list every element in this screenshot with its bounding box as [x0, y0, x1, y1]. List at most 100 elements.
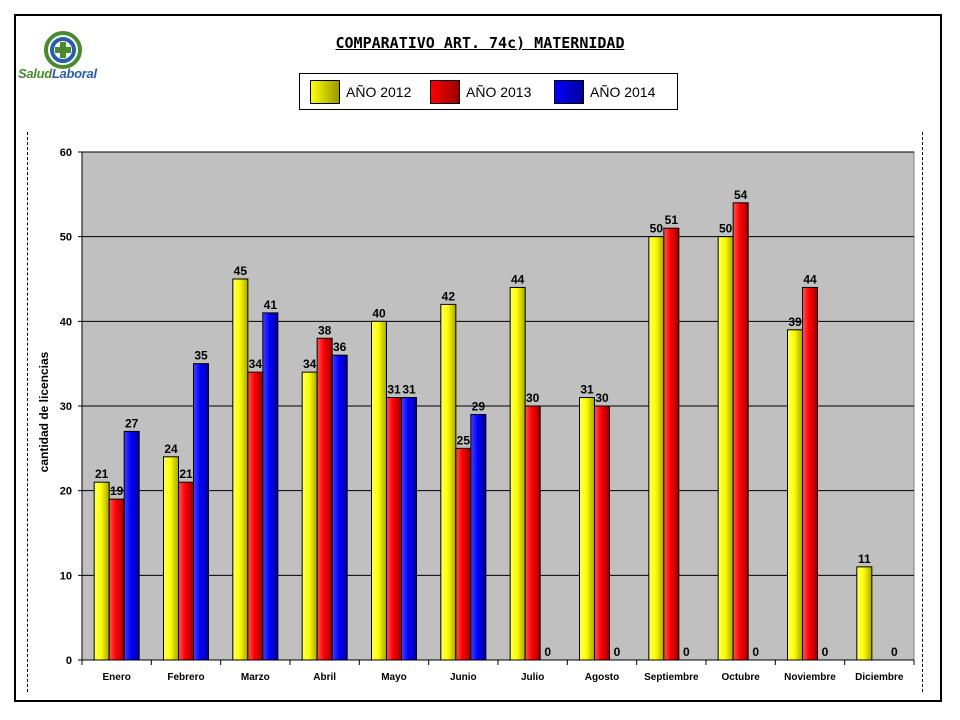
legend-item-2014: AÑO 2014 — [554, 79, 655, 105]
bar-mayo-1 — [386, 397, 402, 661]
data-label: 44 — [803, 272, 817, 286]
data-label: 30 — [526, 391, 540, 405]
data-label: 0 — [822, 645, 829, 659]
bar-enero-0 — [93, 481, 110, 661]
data-label: 50 — [719, 222, 733, 236]
bar-abril-2 — [331, 354, 348, 661]
bar-noviembre-1 — [802, 286, 818, 661]
data-label: 42 — [442, 289, 456, 303]
bar-octubre-0 — [717, 236, 734, 661]
data-label: 35 — [194, 349, 208, 363]
bar-abril-0 — [301, 371, 318, 661]
data-label: 25 — [457, 433, 471, 447]
bars — [93, 202, 873, 661]
data-label: 0 — [752, 645, 759, 659]
data-label: 0 — [544, 645, 551, 659]
y-axis: 0 10 20 30 40 50 60 — [60, 147, 83, 667]
data-label: 31 — [402, 383, 416, 397]
data-label: 51 — [665, 213, 679, 227]
legend-label-2012: AÑO 2012 — [346, 84, 412, 100]
data-label: 29 — [472, 399, 486, 413]
data-label: 34 — [303, 357, 317, 371]
data-label: 27 — [125, 416, 139, 430]
y-tick-label: 20 — [60, 486, 72, 498]
data-label: 45 — [234, 264, 248, 278]
data-label: 36 — [333, 340, 347, 354]
left-divider — [27, 132, 28, 692]
bar-octubre-1 — [732, 202, 749, 661]
bar-septiembre-0 — [648, 236, 665, 661]
legend-swatch-2013 — [430, 80, 460, 104]
legend: AÑO 2012 AÑO 2013 AÑO 2014 — [299, 73, 678, 110]
bar-enero-2 — [123, 430, 140, 661]
x-tick-label-diciembre: Diciembre — [855, 672, 904, 683]
logo-text: SaludLaboral — [18, 66, 97, 81]
y-tick-label: 30 — [60, 401, 72, 413]
legend-label-2014: AÑO 2014 — [590, 84, 656, 100]
bar-marzo-1 — [247, 371, 264, 661]
chart-title: COMPARATIVO ART. 74c) MATERNIDAD — [335, 34, 625, 52]
bar-marzo-2 — [262, 312, 279, 661]
y-tick-label: 60 — [60, 147, 72, 159]
right-divider — [922, 132, 923, 692]
logo-emblem-icon — [44, 31, 82, 69]
bar-julio-1 — [524, 405, 541, 661]
bar-febrero-0 — [163, 456, 179, 661]
bar-junio-2 — [470, 413, 487, 661]
data-label: 40 — [372, 306, 386, 320]
data-label: 44 — [511, 272, 525, 286]
bar-febrero-2 — [193, 363, 209, 661]
data-label: 19 — [110, 484, 124, 498]
gridlines — [82, 151, 914, 576]
data-label: 54 — [734, 188, 748, 202]
bar-junio-0 — [440, 303, 457, 661]
data-label: 31 — [580, 383, 594, 397]
x-tick-label-marzo: Marzo — [241, 672, 270, 683]
x-tick-label-mayo: Mayo — [381, 672, 407, 683]
x-tick-label-abril: Abril — [313, 672, 336, 683]
bar-noviembre-0 — [787, 329, 803, 661]
bar-junio-1 — [455, 447, 472, 661]
data-label: 50 — [650, 222, 664, 236]
legend-item-2013: AÑO 2013 — [430, 79, 531, 105]
bar-febrero-1 — [178, 481, 194, 661]
data-label: 21 — [95, 467, 109, 481]
legend-swatch-2012 — [310, 80, 340, 104]
salud-laboral-logo — [44, 31, 82, 69]
x-tick-label-febrero: Febrero — [167, 672, 204, 683]
data-label: 41 — [264, 298, 278, 312]
y-tick-label: 10 — [60, 570, 72, 582]
y-tick-label: 50 — [60, 232, 72, 244]
legend-swatch-2014 — [554, 80, 584, 104]
x-tick-label-agosto: Agosto — [585, 672, 619, 683]
x-tick-label-octubre: Octubre — [721, 672, 760, 683]
x-tick-label-septiembre: Septiembre — [644, 672, 699, 683]
bar-julio-0 — [509, 286, 526, 661]
y-axis-label: cantidad de licencias — [37, 351, 51, 472]
data-label: 24 — [164, 442, 178, 456]
data-label: 34 — [249, 357, 263, 371]
x-axis: Enero Febrero Marzo Abril Mayo Junio Julio Agos… — [81, 659, 915, 683]
bar-enero-1 — [108, 498, 125, 661]
bar-agosto-1 — [594, 405, 610, 661]
x-tick-label-enero: Enero — [102, 672, 130, 683]
bar-marzo-0 — [232, 278, 249, 661]
x-tick-label-julio: Julio — [521, 672, 544, 683]
y-tick-label: 0 — [66, 655, 72, 667]
bar-septiembre-1 — [663, 227, 680, 661]
x-tick-label-junio: Junio — [450, 672, 477, 683]
bar-mayo-0 — [371, 320, 387, 661]
data-label: 38 — [318, 323, 332, 337]
data-label: 0 — [683, 645, 690, 659]
legend-label-2013: AÑO 2013 — [466, 84, 532, 100]
data-label: 39 — [788, 315, 802, 329]
data-label: 31 — [387, 383, 401, 397]
data-label: 0 — [891, 645, 898, 659]
data-label: 0 — [614, 645, 621, 659]
legend-item-2012: AÑO 2012 — [310, 79, 411, 105]
data-label: 30 — [595, 391, 609, 405]
x-tick-label-noviembre: Noviembre — [784, 672, 836, 683]
bar-diciembre-0 — [856, 566, 873, 661]
